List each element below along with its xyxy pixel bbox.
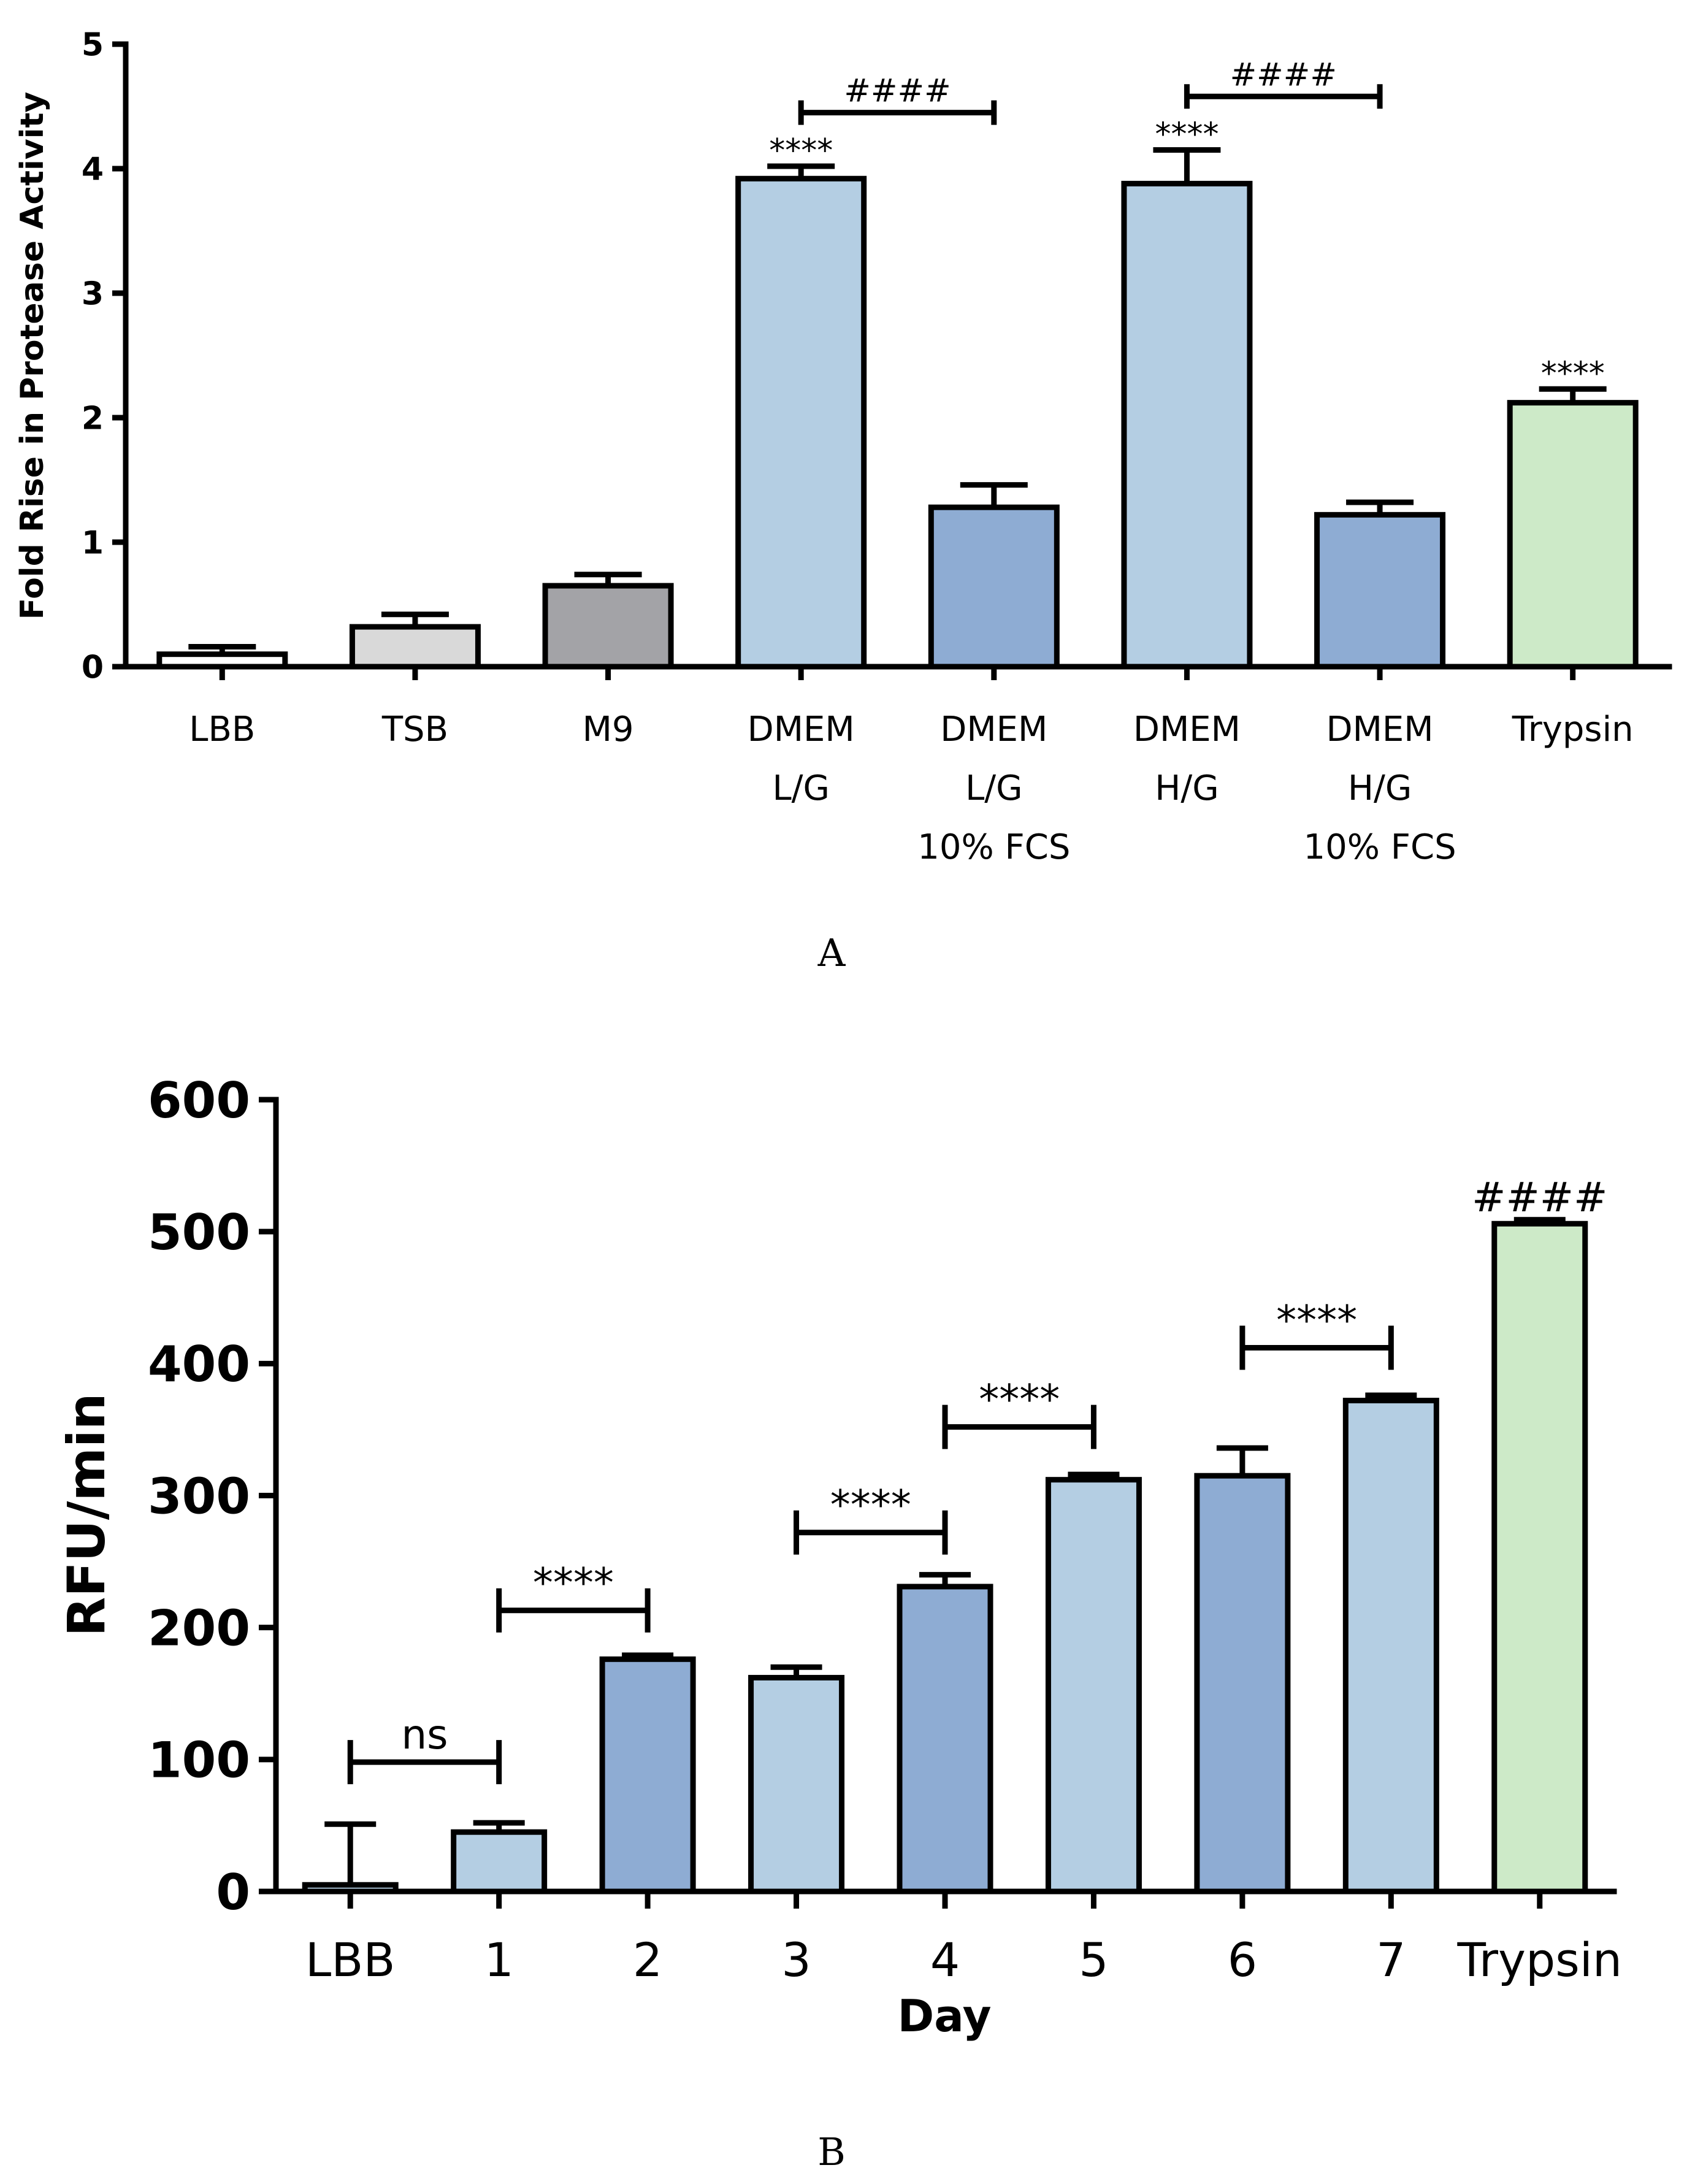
a-x-tick-label: DMEM bbox=[748, 710, 855, 749]
a-comparison-label: #### bbox=[844, 73, 951, 110]
a-x-tick-label: 10% FCS bbox=[1303, 827, 1456, 867]
b-y-tick-label: 100 bbox=[148, 1732, 250, 1789]
a-y-tick-label: 1 bbox=[82, 525, 104, 562]
b-y-tick-label: 300 bbox=[148, 1468, 250, 1525]
a-x-tick-label: L/G bbox=[965, 768, 1022, 808]
b-y-tick-label: 400 bbox=[148, 1336, 250, 1393]
a-x-tick-label: 10% FCS bbox=[917, 827, 1070, 867]
a-x-tick-label: H/G bbox=[1348, 768, 1412, 808]
a-bar bbox=[735, 175, 867, 670]
a-x-tick-label: DMEM bbox=[1133, 710, 1241, 749]
panel-a-axes: 0 1 2 3 4 5 LBB TSB M9 DMEM L/G DMEM L/G 10% FCS DMEM H… bbox=[82, 27, 1672, 867]
a-bar bbox=[542, 583, 674, 670]
b-comparison-label: **** bbox=[1276, 1297, 1357, 1344]
a-comparison-bracket bbox=[1184, 84, 1383, 109]
a-bar bbox=[1314, 512, 1446, 670]
panel-a-letter: A bbox=[817, 930, 846, 975]
a-significance-label: **** bbox=[1155, 117, 1219, 153]
panel-b-axes: 0 100 200 300 400 500 600 LBB 1 2 3 4 5 6 7 Trypsin bbox=[148, 1072, 1622, 1987]
a-y-tick-label: 4 bbox=[82, 151, 104, 188]
b-bar bbox=[1045, 1477, 1142, 1895]
panel-a-bars bbox=[156, 147, 1639, 670]
a-bar bbox=[928, 504, 1060, 670]
b-x-tick-label: 1 bbox=[484, 1933, 513, 1987]
panel-b-bars bbox=[302, 1217, 1588, 1895]
b-comparison-bracket bbox=[794, 1510, 948, 1555]
b-y-tick-label: 0 bbox=[216, 1864, 250, 1921]
b-bar bbox=[748, 1674, 845, 1895]
b-comparison-bracket bbox=[942, 1404, 1096, 1449]
b-y-tick-label: 200 bbox=[148, 1600, 250, 1657]
a-x-tick-label: H/G bbox=[1155, 768, 1219, 808]
b-x-tick-label: 6 bbox=[1228, 1933, 1257, 1987]
panel-b-chart: 0 100 200 300 400 500 600 LBB 1 2 3 4 5 6 7 Trypsin ###… bbox=[56, 1072, 1622, 2174]
a-x-tick-label: DMEM bbox=[1326, 710, 1433, 749]
b-x-tick-label: 4 bbox=[930, 1933, 960, 1987]
b-bar bbox=[302, 1882, 399, 1895]
b-x-tick-label: LBB bbox=[305, 1933, 396, 1987]
b-comparison-bracket bbox=[1239, 1325, 1394, 1370]
b-comparison-label: **** bbox=[830, 1482, 911, 1529]
a-bar bbox=[349, 624, 481, 670]
b-x-tick-label: 2 bbox=[633, 1933, 662, 1987]
a-x-tick-label: DMEM bbox=[940, 710, 1047, 749]
b-y-tick-label: 600 bbox=[148, 1072, 250, 1129]
b-comparison-label: **** bbox=[533, 1560, 614, 1607]
panel-b-letter: B bbox=[817, 2129, 846, 2174]
panel-b-y-axis-label: RFU/min bbox=[56, 1393, 117, 1636]
b-comparison-label: **** bbox=[979, 1376, 1060, 1423]
a-comparison-bracket bbox=[798, 100, 997, 125]
a-y-tick-label: 5 bbox=[82, 27, 104, 64]
b-comparison-bracket bbox=[496, 1588, 651, 1633]
b-x-tick-label: 5 bbox=[1079, 1933, 1108, 1987]
a-bar bbox=[1121, 180, 1253, 670]
a-bar bbox=[156, 651, 288, 670]
a-significance-label: **** bbox=[1541, 355, 1605, 392]
a-bar bbox=[1507, 400, 1639, 670]
a-comparison-label: #### bbox=[1230, 56, 1337, 93]
panel-b-x-axis-label: Day bbox=[897, 1990, 991, 2042]
b-bar bbox=[1342, 1398, 1439, 1895]
b-bar bbox=[1194, 1473, 1291, 1895]
a-y-tick-label: 2 bbox=[82, 400, 104, 437]
panel-a-annotations: **** **** **** #### #### bbox=[769, 56, 1605, 392]
a-x-tick-label: Trypsin bbox=[1512, 710, 1634, 749]
b-significance-label: #### bbox=[1472, 1174, 1607, 1221]
a-significance-label: **** bbox=[769, 132, 833, 169]
b-x-tick-label: 3 bbox=[781, 1933, 811, 1987]
a-x-tick-label: M9 bbox=[583, 710, 634, 749]
b-x-tick-label: 7 bbox=[1376, 1933, 1406, 1987]
b-bar bbox=[451, 1829, 548, 1895]
panel-a-y-axis-label: Fold Rise in Protease Activity bbox=[14, 92, 51, 620]
a-x-tick-label: TSB bbox=[381, 710, 448, 749]
b-bar bbox=[1491, 1220, 1588, 1895]
panel-b-annotations: #### ns **** **** **** **** bbox=[347, 1174, 1607, 1785]
b-bar bbox=[599, 1656, 696, 1895]
panel-a-chart: 0 1 2 3 4 5 LBB TSB M9 DMEM L/G DMEM L/G 10% FCS DMEM H… bbox=[14, 27, 1672, 975]
b-y-tick-label: 500 bbox=[148, 1204, 250, 1261]
b-comparison-bracket bbox=[347, 1740, 502, 1785]
b-x-tick-label: Trypsin bbox=[1456, 1933, 1622, 1987]
a-x-tick-label: LBB bbox=[189, 710, 255, 749]
a-y-tick-label: 3 bbox=[82, 276, 104, 313]
b-comparison-label: ns bbox=[401, 1711, 448, 1758]
a-y-tick-label: 0 bbox=[82, 649, 104, 686]
b-bar bbox=[897, 1584, 993, 1895]
a-x-tick-label: L/G bbox=[772, 768, 829, 808]
